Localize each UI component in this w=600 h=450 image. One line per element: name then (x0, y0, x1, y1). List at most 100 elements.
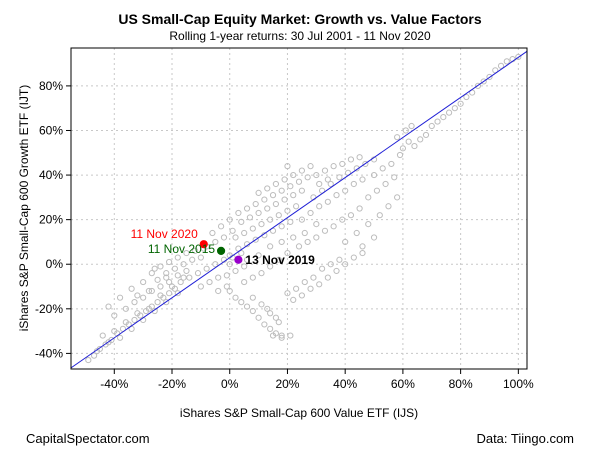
data-point (324, 198, 331, 205)
x-tick-label: 40% (333, 377, 357, 391)
data-point (206, 278, 213, 286)
data-point (396, 151, 404, 159)
y-axis: -40% -20% 0% 20% 40% 60% 80% (35, 79, 71, 360)
data-point (359, 249, 366, 257)
data-point (359, 243, 366, 250)
data-point (209, 229, 216, 237)
data-point (316, 180, 323, 188)
data-point (140, 294, 147, 301)
data-point (140, 278, 147, 286)
data-point (122, 319, 129, 326)
highlight-label: 11 Nov 2020 (131, 227, 198, 241)
data-point (238, 299, 245, 306)
data-point (255, 314, 262, 321)
footer-source-left: CapitalSpectator.com (26, 431, 150, 446)
regression-line-layer (70, 50, 528, 369)
chart-subtitle: Rolling 1-year returns: 30 Jul 2001 - 11… (169, 29, 431, 43)
data-point (388, 160, 395, 168)
data-point (370, 171, 378, 179)
data-point (408, 122, 415, 130)
data-point (249, 307, 256, 315)
data-point (290, 296, 297, 303)
data-point (197, 254, 204, 261)
data-point (171, 265, 178, 272)
x-axis: -40% -20% 0% 20% 40% 60% 80% 100% (100, 369, 534, 391)
y-tick-label: -20% (35, 302, 63, 316)
data-point (189, 256, 196, 263)
data-point (226, 261, 233, 268)
data-point (365, 194, 372, 201)
data-point (422, 131, 430, 139)
data-point (339, 216, 346, 223)
data-point (278, 332, 285, 339)
data-point (243, 256, 251, 263)
data-point (134, 310, 141, 317)
data-point (440, 114, 447, 121)
data-point (249, 274, 256, 281)
y-tick-label: 60% (39, 123, 63, 137)
data-point (99, 332, 106, 339)
data-point (356, 205, 363, 212)
data-point (290, 192, 297, 199)
data-point (258, 270, 265, 277)
data-point (177, 278, 184, 286)
data-point (203, 265, 210, 272)
data-point (174, 272, 181, 279)
data-point (428, 122, 435, 130)
data-point (223, 283, 230, 290)
data-point (232, 294, 239, 301)
data-point (215, 274, 222, 281)
data-point (278, 334, 285, 341)
data-point (316, 203, 323, 210)
plot-frame (70, 47, 528, 370)
data-point (342, 261, 349, 268)
data-point (394, 194, 401, 201)
data-point (212, 261, 219, 268)
data-point (503, 58, 510, 65)
data-point (497, 62, 505, 69)
data-point (154, 276, 161, 283)
data-point (116, 334, 124, 341)
data-point (333, 267, 340, 275)
data-point (385, 203, 392, 210)
data-point (463, 93, 470, 101)
data-point (272, 314, 280, 321)
data-point (304, 238, 311, 246)
data-point (217, 223, 225, 230)
data-point (111, 312, 118, 319)
data-point (275, 256, 282, 263)
data-point (350, 180, 357, 188)
data-point (105, 339, 112, 346)
regression-line (70, 50, 528, 369)
x-tick-label: 20% (275, 377, 299, 391)
y-axis-label: iShares S&P Small-Cap 600 Growth ETF (IJ… (17, 85, 31, 332)
x-tick-label: 80% (449, 377, 473, 391)
data-point (85, 356, 92, 364)
data-point (131, 299, 138, 306)
data-point (318, 265, 326, 272)
data-point (226, 216, 233, 223)
data-point (382, 180, 389, 188)
data-point (252, 236, 259, 243)
data-point (457, 100, 464, 107)
data-point (116, 294, 124, 301)
data-point (287, 183, 294, 190)
data-point (157, 283, 164, 290)
data-point (316, 281, 323, 288)
data-point (163, 274, 170, 281)
data-point (411, 142, 418, 150)
data-point (157, 292, 164, 299)
data-point (249, 294, 256, 301)
highlight-label: 11 Nov 2015 (148, 242, 215, 256)
data-point (342, 238, 349, 246)
data-point (226, 287, 233, 295)
data-point (267, 325, 274, 332)
data-point (105, 303, 112, 310)
data-point (186, 274, 193, 281)
data-point (243, 303, 251, 310)
data-point (269, 192, 277, 199)
data-point (183, 249, 190, 257)
data-point (330, 223, 337, 230)
